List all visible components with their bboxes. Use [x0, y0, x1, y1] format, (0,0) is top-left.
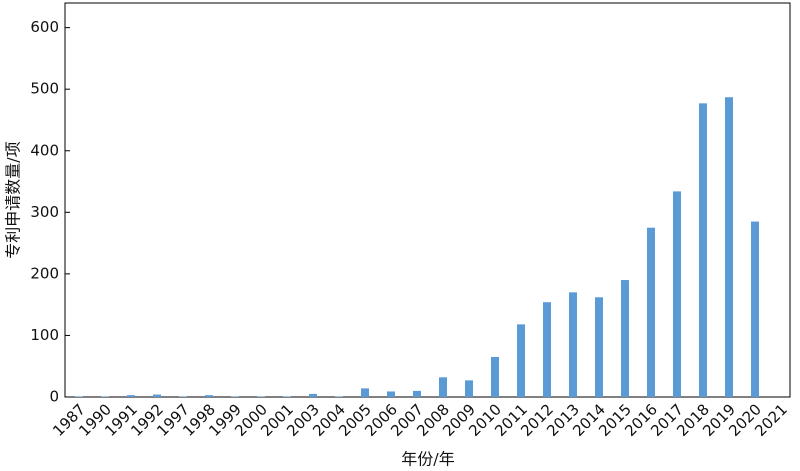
- bar: [569, 292, 577, 397]
- bar: [491, 356, 499, 397]
- bar: [153, 394, 161, 397]
- bar: [309, 393, 317, 397]
- bar: [179, 396, 187, 397]
- bar: [361, 388, 369, 397]
- bar: [413, 390, 421, 397]
- y-tick-label: 200: [30, 264, 59, 282]
- bar: [257, 396, 265, 397]
- y-tick-label: 100: [30, 326, 59, 344]
- x-axis-label: 年份/年: [401, 450, 454, 469]
- bar: [335, 396, 343, 397]
- bar: [595, 297, 603, 397]
- y-tick-label: 300: [30, 203, 59, 221]
- y-tick-label: 0: [49, 388, 59, 406]
- bar: [439, 377, 447, 397]
- y-tick-label: 600: [30, 18, 59, 36]
- bar: [205, 395, 213, 397]
- bar: [673, 191, 681, 397]
- plot-frame: [64, 2, 791, 398]
- y-tick-label: 400: [30, 141, 59, 159]
- y-axis-label: 专利申请数量/项: [4, 141, 23, 258]
- bar: [699, 103, 707, 398]
- bar: [283, 396, 291, 397]
- bar: [621, 280, 629, 397]
- bar: [231, 396, 239, 397]
- bar: [387, 391, 395, 397]
- bar: [543, 302, 551, 397]
- bar: [101, 396, 109, 397]
- y-tick-label: 500: [30, 80, 59, 98]
- bar: [647, 227, 655, 397]
- bar: [751, 221, 759, 397]
- bar: [127, 395, 135, 397]
- bar: [725, 97, 733, 398]
- bar: [465, 380, 473, 397]
- bar: [75, 396, 83, 397]
- bar: [517, 324, 525, 397]
